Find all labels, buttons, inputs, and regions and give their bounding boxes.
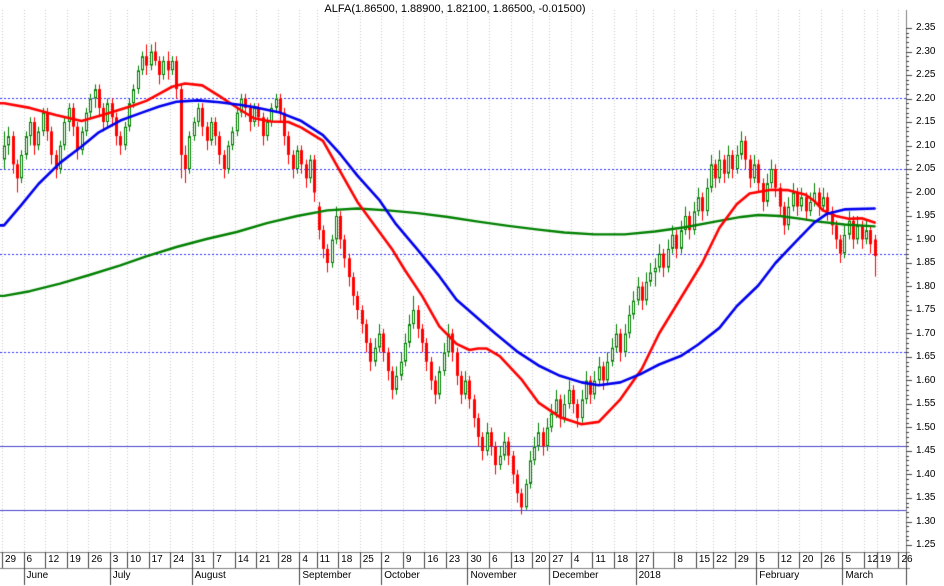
- x-axis-week-label: 6: [492, 554, 498, 565]
- y-axis-label: 1.35: [916, 492, 936, 503]
- y-axis-label: 2.05: [916, 163, 936, 174]
- y-axis-label: 2.30: [916, 45, 936, 57]
- y-axis-label: 1.25: [916, 539, 936, 550]
- x-axis-month-label: December: [552, 570, 599, 581]
- y-axis-label: 1.85: [916, 257, 936, 268]
- x-axis-week-label: 12: [780, 554, 792, 565]
- x-axis-month-label: July: [112, 570, 131, 581]
- x-axis-week-label: 4: [573, 554, 580, 565]
- x-axis-week-label: 20: [535, 554, 547, 565]
- y-axis-label: 1.50: [916, 421, 936, 433]
- x-axis-week-label: 12: [48, 554, 60, 565]
- x-axis-week-label: 14: [237, 554, 249, 565]
- x-axis-week-label: 17: [151, 554, 163, 565]
- y-axis-label: 2.35: [916, 22, 936, 33]
- y-axis-label: 2.15: [916, 116, 936, 127]
- x-axis-month-label: October: [384, 570, 420, 581]
- x-axis-week-label: 8: [677, 554, 683, 565]
- x-axis-week-label: 26: [901, 554, 913, 565]
- x-axis-week-label: 2: [384, 554, 390, 565]
- x-axis-week-label: 25: [362, 554, 374, 565]
- x-axis-week-label: 23: [448, 554, 461, 565]
- y-axis-label: 1.45: [916, 445, 936, 456]
- x-axis-week-label: 16: [427, 554, 439, 565]
- x-axis-week-label: 21: [259, 554, 271, 565]
- x-axis-week-label: 27: [552, 554, 564, 565]
- y-axis-label: 1.95: [916, 210, 936, 221]
- x-axis-week-label: 6: [26, 554, 33, 565]
- x-axis-month-label: 2018: [638, 570, 661, 581]
- y-axis-label: 2.00: [916, 186, 936, 198]
- x-axis-week-label: 11: [319, 554, 331, 565]
- x-axis-week-label: 19: [69, 554, 81, 565]
- x-axis-month-label: September: [302, 570, 352, 581]
- x-axis-week-label: 30: [470, 554, 482, 565]
- x-axis-month-label: March: [845, 570, 874, 581]
- x-axis-week-label: 18: [617, 554, 629, 565]
- y-axis-label: 1.80: [916, 280, 936, 292]
- y-axis-label: 1.40: [916, 468, 936, 480]
- y-axis-label: 1.70: [916, 327, 936, 339]
- x-axis-week-label: 7: [216, 554, 222, 565]
- x-axis-week-label: 28: [280, 554, 292, 565]
- x-axis-week-label: 26: [823, 554, 836, 565]
- x-axis-week-label: 13: [513, 554, 525, 565]
- x-axis-week-label: 24: [173, 554, 185, 565]
- x-axis-week-label: 31: [194, 554, 206, 565]
- chart-title: ALFA(1.86500, 1.88900, 1.82100, 1.86500,…: [324, 3, 586, 15]
- y-axis-label: 1.90: [916, 233, 936, 245]
- y-axis-label: 1.65: [916, 351, 936, 362]
- x-axis-month-label: February: [759, 570, 800, 581]
- x-axis-week-label: 5: [845, 554, 851, 565]
- y-axis-label: 1.75: [916, 304, 936, 315]
- x-axis-week-label: 12: [867, 554, 879, 565]
- y-axis-label: 2.10: [916, 139, 936, 151]
- x-axis-week-label: 19: [879, 554, 892, 565]
- x-axis-week-label: 10: [129, 554, 142, 565]
- x-axis-week-label: 9: [405, 554, 412, 565]
- y-axis-label: 1.60: [916, 374, 936, 386]
- x-axis-week-label: 22: [716, 554, 728, 565]
- x-axis-week-label: 20: [802, 554, 814, 565]
- x-axis-month-label: November: [470, 570, 517, 581]
- x-axis-month-label: August: [194, 570, 226, 581]
- y-axis-label: 2.25: [916, 69, 936, 80]
- x-axis-week-label: 4: [302, 554, 308, 565]
- x-axis-week-label: 5: [759, 554, 765, 565]
- x-axis-week-label: 26: [91, 554, 103, 565]
- x-axis-week-label: 11: [595, 554, 606, 565]
- x-axis-week-label: 18: [341, 554, 353, 565]
- y-axis-label: 1.30: [916, 515, 936, 527]
- x-axis-week-label: 29: [737, 554, 749, 565]
- x-axis-week-label: 29: [5, 554, 17, 565]
- x-axis-week-label: 15: [698, 554, 711, 565]
- y-axis-label: 1.55: [916, 398, 936, 409]
- x-axis-month-label: June: [26, 570, 49, 581]
- x-axis-week-label: 27: [638, 554, 650, 565]
- y-axis-label: 2.20: [916, 92, 936, 104]
- x-axis-week-label: 3: [112, 554, 119, 565]
